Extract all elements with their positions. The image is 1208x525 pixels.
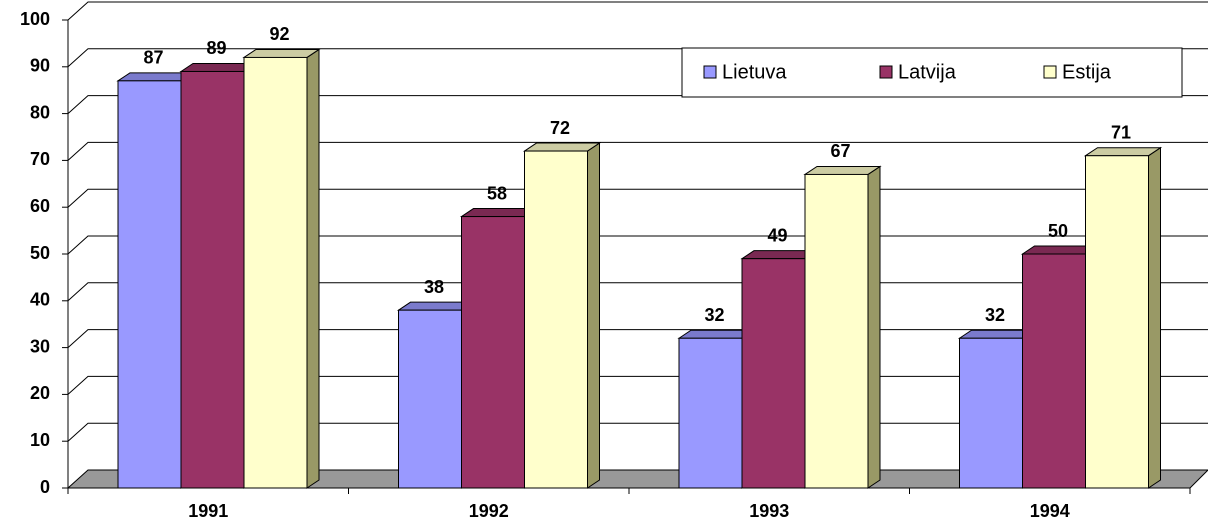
bar-top	[522, 142, 602, 152]
y-tick-label: 10	[30, 430, 50, 450]
bar-front	[461, 216, 525, 489]
bar-front	[959, 337, 1023, 489]
legend-swatch	[1043, 65, 1057, 79]
bar-front	[678, 337, 743, 489]
legend-swatch	[703, 65, 717, 79]
y-tick-label: 80	[30, 102, 50, 122]
bar-side	[1148, 146, 1161, 489]
y-tick-label: 90	[30, 56, 50, 76]
data-label: 89	[206, 38, 226, 58]
bar-front	[804, 173, 869, 489]
bar	[1083, 146, 1163, 489]
legend-label: Latvija	[898, 61, 957, 83]
bar	[522, 142, 602, 489]
legend-box	[681, 47, 1183, 98]
grid-line	[67, 1, 1208, 21]
y-tick-label: 40	[30, 290, 50, 310]
data-label: 32	[985, 305, 1005, 325]
x-tick-label: 1994	[1030, 501, 1070, 521]
bar-front	[117, 80, 182, 489]
bar-front	[1085, 155, 1149, 489]
bar-top	[242, 48, 321, 58]
grid-line	[67, 141, 1208, 161]
bar-front	[1022, 253, 1086, 489]
data-label: 50	[1048, 221, 1068, 241]
legend: Lietuva Latvija Estija	[681, 47, 1183, 98]
data-label: 72	[550, 118, 570, 138]
y-tick-label: 70	[30, 149, 50, 169]
data-label: 58	[487, 183, 507, 203]
bar-front	[180, 70, 245, 489]
data-label: 49	[767, 225, 787, 245]
y-tick-label: 0	[40, 477, 50, 497]
y-tick-label: 50	[30, 243, 50, 263]
data-label: 92	[269, 24, 289, 44]
bar-front	[524, 150, 588, 489]
bar-front	[398, 309, 462, 489]
bar-top	[1083, 147, 1163, 157]
y-tick-label: 60	[30, 196, 50, 216]
bar-front	[741, 258, 806, 489]
data-label: 32	[704, 305, 724, 325]
x-tick-label: 1993	[749, 501, 789, 521]
bar	[803, 165, 882, 489]
bar-top	[803, 165, 882, 175]
bar	[242, 48, 321, 489]
legend-label: Lietuva	[722, 61, 787, 83]
bar-side	[306, 48, 320, 489]
data-label: 67	[830, 141, 850, 161]
x-tick-label: 1992	[469, 501, 509, 521]
bar-front	[243, 56, 308, 489]
bar-side	[587, 142, 600, 489]
data-label: 38	[424, 277, 444, 297]
legend-swatch	[879, 65, 893, 79]
y-tick-label: 20	[30, 383, 50, 403]
y-tick-label: 30	[30, 336, 50, 356]
data-label: 87	[143, 48, 163, 68]
y-tick-label: 100	[20, 9, 50, 29]
legend-label: Estija	[1062, 61, 1112, 83]
bar-side	[867, 165, 881, 489]
x-tick-label: 1991	[188, 501, 228, 521]
data-label: 71	[1111, 122, 1131, 142]
